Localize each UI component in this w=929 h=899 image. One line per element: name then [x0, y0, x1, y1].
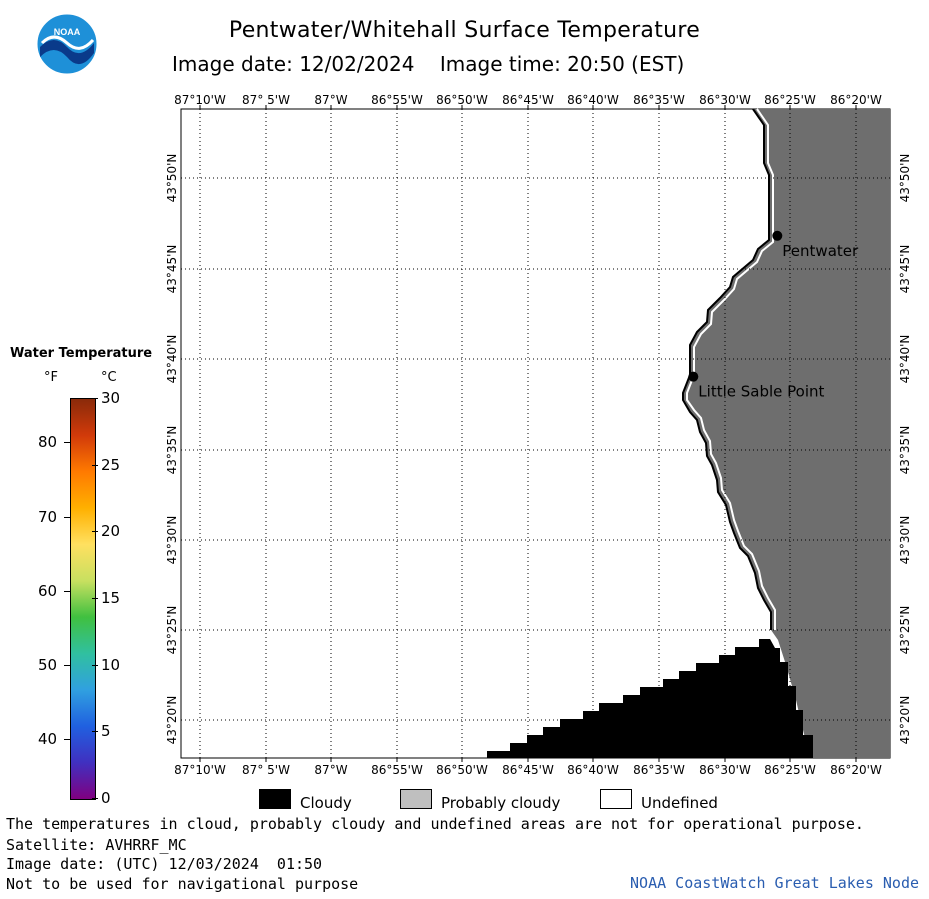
lat-label-right: 43°30'N: [898, 516, 912, 565]
coastline-white: [682, 108, 772, 630]
lat-label-right: 43°20'N: [898, 696, 912, 745]
colorbar-c-tick: 10: [101, 655, 121, 674]
colorbar-f-tick: 40: [38, 729, 58, 748]
places: Pentwater Little Sable Point: [688, 230, 859, 401]
lat-label-right: 43°40'N: [898, 335, 912, 384]
colorbar-c-tick-mark: [92, 798, 98, 799]
legend-swatch: [600, 789, 632, 809]
lat-label-left: 43°20'N: [165, 696, 179, 745]
colorbar-c-tick-mark: [92, 664, 98, 666]
lon-labels-top: 87°10'W 87° 5'W 87°W 86°55'W 86°50'W 86°45'W 8…: [174, 93, 882, 109]
lon-label-top: 86°30'W: [699, 93, 751, 107]
lon-labels-bottom: 87°10'W 87° 5'W 87°W 86°55'W 86°50'W 86°45'W 8…: [174, 758, 882, 777]
grid-lines: [181, 109, 890, 758]
page-title: Pentwater/Whitehall Surface Temperature: [228, 18, 701, 43]
lon-label-top: 86°35'W: [633, 93, 685, 107]
coastline: [686, 108, 776, 630]
colorbar-c-tick: 0: [101, 789, 111, 807]
lon-label-bottom: 86°40'W: [567, 763, 619, 777]
colorbar-c-tick-mark: [92, 398, 98, 399]
colorbar-c-tick-mark: [92, 531, 98, 533]
colorbar-f-tick-mark: [64, 516, 70, 518]
lat-label-left: 43°35'N: [165, 426, 179, 475]
colorbar-c-tick: 30: [101, 389, 121, 407]
cloud-area: [487, 639, 813, 758]
legend-label: Undefined: [641, 794, 718, 812]
colorbar-c-tick: 25: [101, 455, 121, 474]
lon-label-bottom: 86°20'W: [830, 763, 882, 777]
lon-label-top: 86°20'W: [830, 93, 882, 107]
lat-label-right: 43°50'N: [898, 154, 912, 203]
image-time: Image time: 20:50 (EST): [439, 52, 685, 76]
footer-utc-date: Image date: (UTC) 12/03/2024 01:50: [6, 855, 323, 873]
legend-swatch: [259, 789, 291, 809]
lon-label-top: 87°W: [314, 93, 347, 107]
lat-labels-left: 43°50'N 43°45'N 43°40'N 43°35'N 43°30'N 43°25…: [165, 154, 179, 745]
lon-label-bottom: 86°55'W: [371, 763, 423, 777]
lat-label-left: 43°40'N: [165, 335, 179, 384]
lat-labels-right: 43°50'N 43°45'N 43°40'N 43°35'N 43°30'N 43°25…: [898, 154, 912, 745]
lon-label-bottom: 87°W: [314, 763, 347, 777]
lon-label-top: 86°40'W: [567, 93, 619, 107]
colorbar: [70, 398, 96, 800]
colorbar-f-tick-mark: [64, 738, 70, 740]
colorbar-f-tick: 60: [38, 581, 58, 600]
lon-label-top: 86°45'W: [502, 93, 554, 107]
lon-label-top: 86°55'W: [371, 93, 423, 107]
place-marker: [772, 230, 783, 241]
place-label: Little Sable Point: [698, 383, 824, 401]
lat-label-left: 43°25'N: [165, 606, 179, 655]
footer-satellite: Satellite: AVHRRF_MC: [6, 836, 187, 854]
lon-label-bottom: 86°30'W: [699, 763, 751, 777]
lon-label-top: 87°10'W: [174, 93, 226, 107]
colorbar-c-tick-mark: [92, 464, 98, 466]
image-datetime: Image date: 12/02/2024 Image time: 20:50…: [172, 52, 684, 76]
noaa-logo: NOAA: [36, 13, 98, 75]
lon-label-bottom: 86°25'W: [764, 763, 816, 777]
legend-label: Cloudy: [300, 794, 352, 812]
legend-swatch: [400, 789, 432, 809]
logo-text: NOAA: [54, 27, 81, 37]
colorbar-c-tick-mark: [92, 731, 98, 733]
lon-label-top: 87° 5'W: [242, 93, 290, 107]
lat-label-left: 43°30'N: [165, 516, 179, 565]
lon-label-bottom: 87°10'W: [174, 763, 226, 777]
colorbar-f-tick-mark: [64, 442, 70, 444]
lat-label-right: 43°25'N: [898, 606, 912, 655]
place-marker: [688, 371, 699, 382]
lat-label-left: 43°45'N: [165, 245, 179, 294]
colorbar-title: Water Temperature: [10, 346, 153, 361]
footer-navigation-warning: Not to be used for navigational purpose: [6, 875, 359, 893]
legend-label: Probably cloudy: [441, 794, 561, 812]
place-label: Pentwater: [782, 242, 859, 260]
land-area: [683, 109, 890, 758]
colorbar-c-tick: 20: [101, 522, 121, 541]
lon-label-top: 86°50'W: [436, 93, 488, 107]
lon-label-bottom: 87° 5'W: [242, 763, 290, 777]
lat-label-right: 43°35'N: [898, 426, 912, 475]
lon-label-bottom: 86°50'W: [436, 763, 488, 777]
footer-disclaimer: The temperatures in cloud, probably clou…: [6, 815, 864, 833]
lat-label-left: 43°50'N: [165, 154, 179, 203]
colorbar-f-tick-mark: [64, 590, 70, 592]
lon-label-top: 86°25'W: [764, 93, 816, 107]
colorbar-f-tick: 50: [38, 655, 58, 674]
colorbar-c-tick: 5: [101, 722, 111, 741]
colorbar-c-tick: 15: [101, 589, 121, 607]
lat-label-right: 43°45'N: [898, 245, 912, 294]
lon-label-bottom: 86°35'W: [633, 763, 685, 777]
colorbar-f-tick: 70: [38, 507, 58, 526]
footer-credit: NOAA CoastWatch Great Lakes Node: [630, 874, 919, 892]
colorbar-unit-c: °C: [101, 370, 117, 385]
image-date: Image date: 12/02/2024: [172, 52, 415, 76]
colorbar-c-tick-mark: [92, 598, 98, 599]
colorbar-f-tick-mark: [64, 664, 70, 666]
colorbar-unit-f: °F: [44, 370, 58, 385]
lon-label-bottom: 86°45'W: [502, 763, 554, 777]
colorbar-f-tick: 80: [38, 433, 58, 452]
